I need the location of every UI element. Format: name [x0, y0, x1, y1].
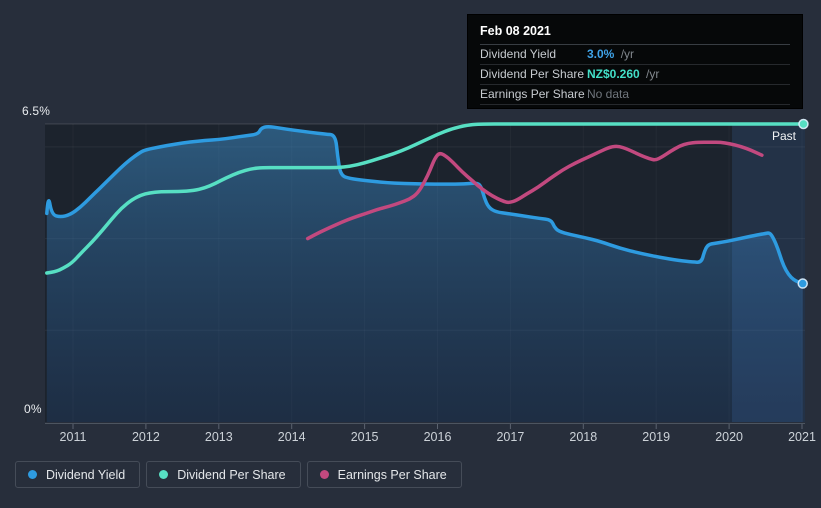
legend-label: Earnings Per Share: [337, 467, 447, 482]
chart-tooltip: Feb 08 2021 Dividend Yield 3.0% /yr Divide…: [467, 14, 803, 109]
tooltip-row-unit: /yr: [617, 47, 635, 61]
legend-item-dividend-yield[interactable]: Dividend Yield: [15, 461, 141, 488]
series-line-earnings-per-share[interactable]: [305, 140, 764, 241]
x-tick-label: 2020: [715, 430, 743, 444]
x-tick-label: 2013: [205, 430, 233, 444]
tooltip-row-value: NZ$0.260 /yr: [587, 67, 660, 81]
series-end-dot-dividend-yield: [797, 278, 808, 289]
chart-legend: Dividend Yield Dividend Per Share Earnings…: [15, 461, 462, 488]
legend-item-dividend-per-share[interactable]: Dividend Per Share: [146, 461, 301, 488]
tooltip-row-value: 3.0% /yr: [587, 47, 635, 61]
x-tick-label: 2014: [278, 430, 306, 444]
legend-item-earnings-per-share[interactable]: Earnings Per Share: [306, 461, 462, 488]
tooltip-row-earnings-per-share: Earnings Per Share No data: [480, 85, 790, 105]
x-tick-label: 2012: [132, 430, 160, 444]
series-end-dot-dividend-per-share: [798, 118, 809, 130]
series-area-dividend-yield: [46, 126, 803, 422]
y-axis-label-top: 6.5%: [22, 104, 51, 118]
tooltip-row-unit: /yr: [642, 67, 660, 81]
x-tick-label: 2015: [351, 430, 379, 444]
series-line-dividend-per-share[interactable]: [45, 122, 806, 275]
x-tick-label: 2017: [496, 430, 524, 444]
tooltip-row-dividend-yield: Dividend Yield 3.0% /yr: [480, 45, 790, 65]
tooltip-row-value: No data: [587, 87, 630, 101]
legend-label: Dividend Yield: [46, 467, 126, 482]
legend-dot-earnings-per-share: [319, 470, 329, 479]
past-label: Past: [772, 129, 797, 143]
tooltip-row-label: Dividend Per Share: [480, 67, 585, 81]
series-line-dividend-yield[interactable]: [45, 125, 805, 286]
x-tick-label: 2011: [60, 430, 87, 444]
tooltip-row-dividend-per-share: Dividend Per Share NZ$0.260 /yr: [480, 65, 790, 85]
y-axis-label-bottom: 0%: [24, 402, 42, 416]
tooltip-row-label: Earnings Per Share: [480, 87, 585, 101]
tooltip-rows: Dividend Yield 3.0% /yr Dividend Per Share…: [480, 45, 790, 105]
x-tick-label: 2019: [642, 430, 670, 444]
legend-dot-dividend-yield: [28, 470, 37, 479]
chart-plot-area[interactable]: 2011 2012 2013 2014 2015 2016 2017 2018 2019 2020…: [0, 0, 821, 455]
x-tick-label: 2021: [788, 430, 816, 444]
legend-label: Dividend Per Share: [177, 467, 286, 482]
tooltip-row-label: Dividend Yield: [480, 47, 557, 61]
x-tick-label: 2018: [569, 430, 597, 444]
tooltip-date: Feb 08 2021: [480, 22, 790, 45]
legend-dot-dividend-per-share: [159, 470, 169, 479]
x-tick-label: 2016: [424, 430, 452, 444]
past-band: [732, 124, 805, 422]
